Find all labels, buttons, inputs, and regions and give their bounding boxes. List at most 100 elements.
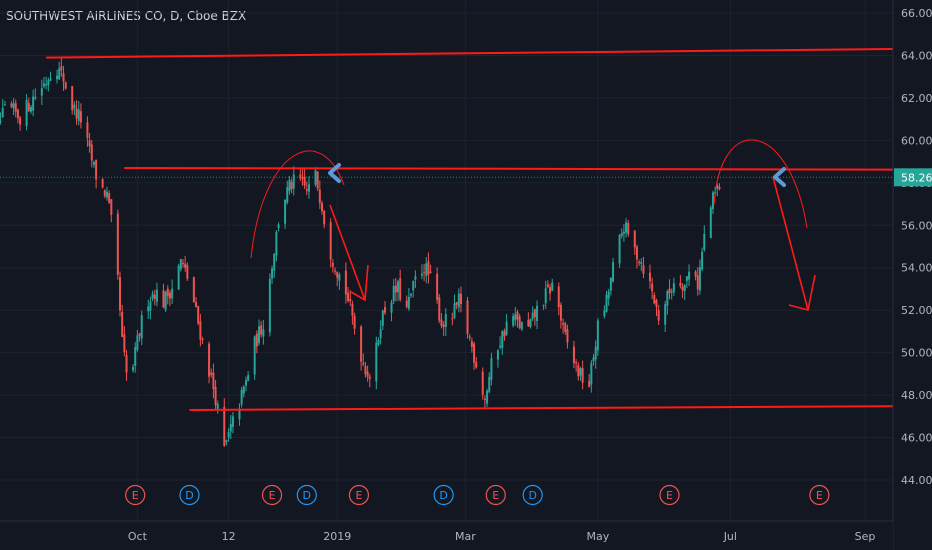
- candle-body: [483, 398, 486, 401]
- candle-body: [592, 357, 595, 362]
- candle: [240, 386, 243, 408]
- candle-body: [481, 371, 484, 395]
- candle-body: [368, 376, 371, 380]
- candle-body: [427, 261, 430, 275]
- support-line: [189, 405, 932, 411]
- candle-body: [323, 210, 326, 225]
- candle: [108, 190, 111, 204]
- candle-body: [151, 293, 154, 299]
- candle-body: [622, 231, 625, 234]
- candle-body: [121, 311, 124, 337]
- candle: [475, 356, 478, 369]
- candle-body: [268, 278, 271, 333]
- candle-body: [329, 222, 332, 260]
- candle-body: [366, 371, 369, 377]
- candle: [470, 337, 473, 353]
- candle-body: [679, 282, 682, 287]
- candle-body: [271, 268, 274, 279]
- candle: [338, 272, 341, 290]
- candle: [344, 262, 347, 304]
- candle: [253, 335, 256, 381]
- candle-body: [392, 285, 395, 302]
- candle-body: [125, 355, 128, 373]
- candle: [262, 320, 265, 345]
- candle-body: [86, 122, 89, 138]
- candle: [56, 69, 59, 84]
- candle: [696, 267, 699, 296]
- candle-body: [638, 261, 641, 264]
- candle-body: [321, 202, 324, 212]
- candle: [95, 159, 98, 189]
- candle: [488, 372, 491, 394]
- candle-body: [718, 186, 721, 189]
- candle: [223, 398, 226, 447]
- y-tick-label: 44.00: [901, 474, 932, 487]
- candle: [277, 222, 280, 232]
- candle: [288, 176, 291, 195]
- candle: [268, 273, 271, 337]
- candle: [562, 318, 565, 334]
- marker-left: [328, 163, 341, 183]
- event-marker-label: D: [303, 489, 311, 502]
- candle-body: [195, 302, 198, 307]
- candle: [153, 289, 156, 306]
- candle: [42, 76, 45, 89]
- candle: [366, 365, 369, 382]
- candle-body: [284, 199, 287, 224]
- candle-body: [58, 68, 61, 80]
- candle-body: [455, 302, 458, 305]
- candle-body: [466, 300, 469, 334]
- candle-body: [468, 336, 471, 338]
- candle-body: [242, 386, 245, 394]
- candle-body: [47, 80, 50, 86]
- event-marker-label: E: [132, 489, 139, 502]
- candle: [199, 313, 202, 347]
- candle: [260, 321, 263, 338]
- candle: [258, 319, 261, 346]
- candle-body: [132, 366, 135, 371]
- candle: [557, 282, 560, 316]
- candle: [214, 380, 217, 409]
- candle: [12, 98, 15, 116]
- candle: [360, 324, 363, 371]
- candle: [103, 189, 106, 199]
- candle-body: [394, 285, 397, 293]
- candle-body: [210, 372, 213, 375]
- candle-body: [429, 271, 432, 273]
- candle-body: [119, 276, 122, 311]
- candle: [481, 367, 484, 400]
- event-marker-circle: [485, 484, 506, 506]
- candle: [603, 305, 606, 319]
- y-tick-label: 48.00: [901, 389, 932, 402]
- candle: [718, 183, 721, 191]
- candle-body: [153, 294, 156, 299]
- candle: [397, 279, 400, 301]
- candle: [368, 373, 371, 388]
- candle-body: [618, 234, 621, 264]
- event-markers: DEDEDEDEDEE: [125, 484, 830, 506]
- candle-body: [140, 315, 143, 339]
- candle-body: [147, 306, 150, 312]
- event-marker-circle: [659, 484, 680, 506]
- candle: [420, 264, 423, 279]
- candle: [551, 278, 554, 291]
- candle: [16, 108, 19, 124]
- candle: [140, 310, 143, 346]
- candle: [208, 341, 211, 384]
- candle-body: [64, 82, 67, 89]
- candle: [546, 280, 549, 289]
- candle: [394, 277, 397, 302]
- candle: [73, 101, 76, 115]
- candle: [229, 414, 232, 439]
- candle-body: [42, 83, 45, 87]
- candle: [668, 279, 671, 300]
- candle: [635, 244, 638, 269]
- candle-body: [436, 273, 439, 300]
- candle-body: [90, 144, 93, 161]
- candle: [292, 166, 295, 196]
- candle-body: [399, 278, 402, 300]
- candle: [709, 205, 712, 239]
- candle-body: [334, 270, 337, 272]
- candle: [307, 176, 310, 199]
